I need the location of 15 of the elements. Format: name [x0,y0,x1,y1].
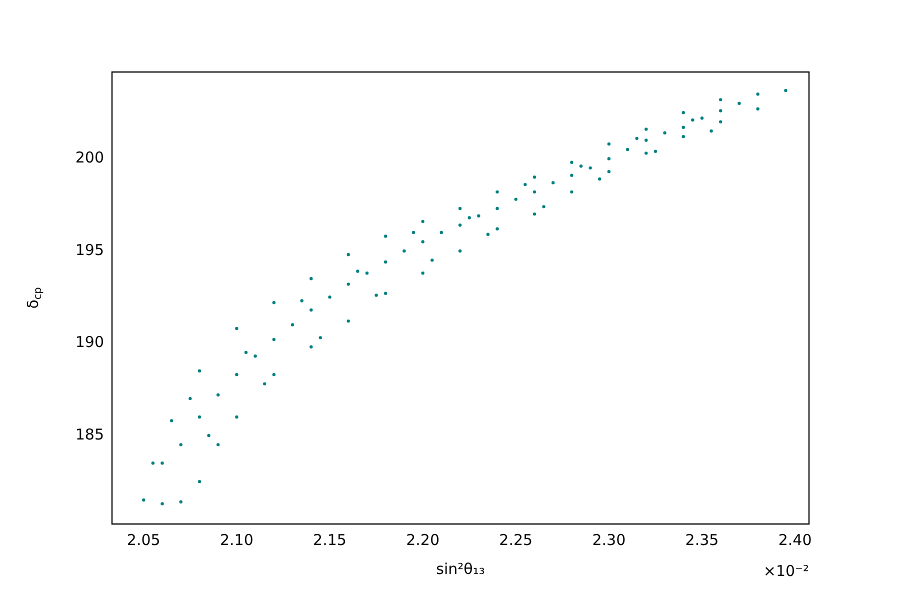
text: ×10⁻² [763,562,809,580]
y-tick-label: 195 [75,240,104,259]
x-tick-label: 2.20 [406,530,440,549]
y-axis-title: δcp [24,286,44,309]
y-tick-label: 190 [75,333,104,352]
y-tick-label: 200 [75,148,104,167]
x-tick-label: 2.10 [220,530,254,549]
x-tick-label: 2.40 [778,530,812,549]
x-tick-label: 2.35 [685,530,719,549]
x-axis-title: sin²θ₁₃ [436,560,485,578]
y-tick-label: 185 [75,425,104,444]
x-tick-label: 2.25 [499,530,533,549]
x-tick-label: 2.15 [313,530,346,549]
x-tick-label: 2.05 [126,530,160,549]
x-tick-label: 2.30 [592,530,626,549]
